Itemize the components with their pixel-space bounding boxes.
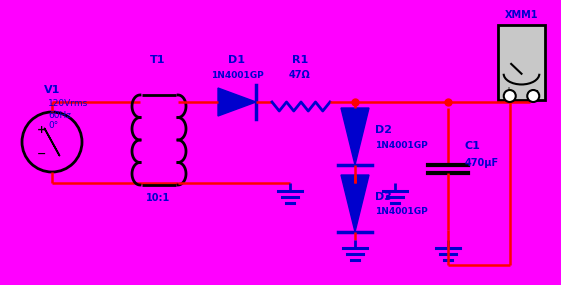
Text: V1: V1 [44, 85, 61, 95]
Text: 60Hz: 60Hz [48, 111, 71, 119]
Text: 1N4001GP: 1N4001GP [375, 207, 427, 217]
Text: T1: T1 [150, 55, 165, 65]
Text: D1: D1 [228, 55, 246, 65]
Circle shape [504, 90, 516, 102]
Text: 1N4001GP: 1N4001GP [210, 70, 263, 80]
Text: −: − [531, 86, 539, 96]
Text: 10:1: 10:1 [146, 193, 170, 203]
FancyBboxPatch shape [498, 25, 545, 100]
Text: 1N4001GP: 1N4001GP [375, 141, 427, 150]
Text: 470μF: 470μF [465, 158, 499, 168]
Text: −: − [38, 149, 47, 159]
Text: +: + [38, 125, 47, 135]
Text: 47Ω: 47Ω [289, 70, 311, 80]
Text: +: + [504, 86, 512, 96]
Text: D2: D2 [375, 125, 392, 135]
Polygon shape [341, 175, 369, 232]
Text: C1: C1 [465, 141, 481, 151]
Circle shape [527, 90, 539, 102]
Text: R1: R1 [292, 55, 308, 65]
Text: 0°: 0° [48, 121, 58, 129]
Text: XMM1: XMM1 [505, 10, 538, 20]
Text: 120Vrms: 120Vrms [48, 99, 88, 109]
Polygon shape [218, 88, 256, 116]
Text: D3: D3 [375, 192, 392, 202]
Polygon shape [341, 108, 369, 165]
